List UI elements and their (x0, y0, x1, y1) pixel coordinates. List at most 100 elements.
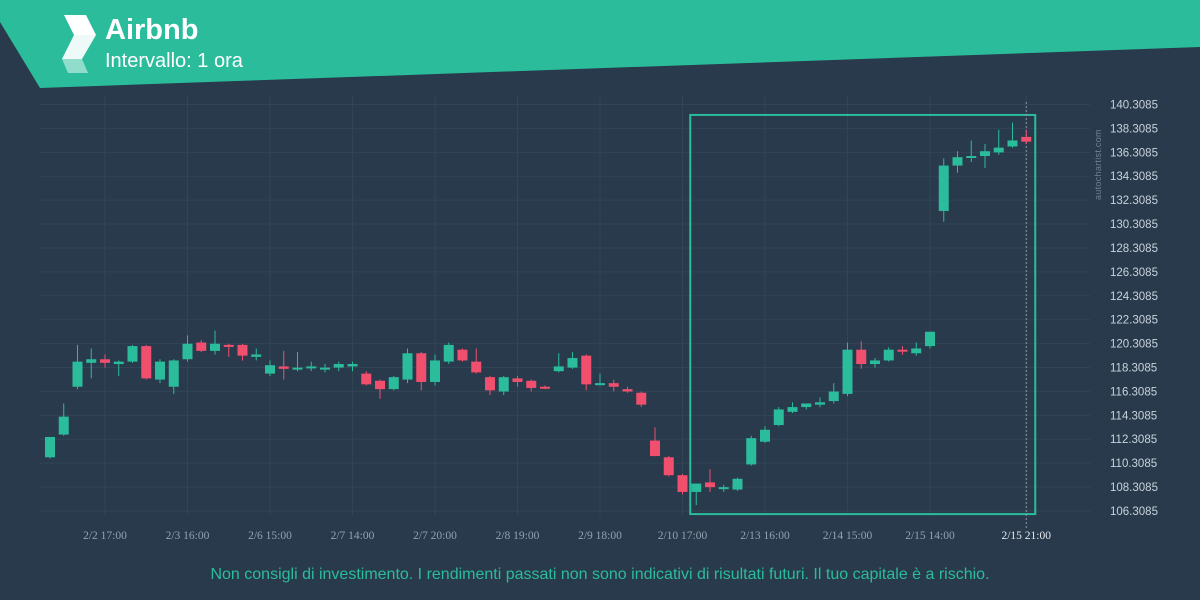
candle-body (608, 383, 619, 387)
chart-grid (40, 95, 1090, 515)
candle-body (237, 344, 248, 356)
candle-body (347, 364, 358, 367)
y-tick-label: 106.3085 (1110, 506, 1158, 518)
candle-body (471, 361, 482, 373)
candle-body (705, 482, 715, 488)
candle-body (416, 353, 427, 382)
candle-body (1021, 136, 1032, 142)
x-axis: 2/2 17:00 2/3 16:00 2/6 15:00 2/7 14:00 2/7 … (83, 530, 1051, 542)
y-tick-label: 138.3085 (1110, 123, 1158, 135)
candle-body (842, 349, 853, 394)
candle-body (650, 440, 660, 457)
candle-body (980, 151, 990, 157)
y-tick-label: 124.3085 (1110, 291, 1158, 303)
x-tick-label: 2/8 19:00 (496, 530, 540, 542)
pattern-highlight-box (689, 113, 1037, 516)
candle-body (100, 359, 110, 363)
candle-body (691, 483, 702, 492)
candle-body (457, 349, 468, 361)
candle-body (718, 487, 729, 490)
candle-body (361, 373, 372, 385)
header-banner (0, 0, 1200, 88)
y-tick-label: 134.3085 (1110, 171, 1158, 183)
candle-body (828, 391, 839, 402)
candle-body (498, 377, 509, 392)
candle-body (567, 358, 578, 368)
candle-body (86, 359, 97, 363)
x-tick-label: 2/6 15:00 (248, 530, 292, 542)
highlight-layer (689, 102, 1037, 528)
candle-body (375, 380, 385, 390)
y-tick-label: 118.3085 (1110, 363, 1157, 375)
candle-body (113, 361, 124, 365)
candle-body (127, 346, 138, 362)
candle-body (938, 165, 949, 212)
y-tick-label: 114.3085 (1110, 410, 1157, 422)
y-tick-label: 132.3085 (1110, 195, 1158, 207)
x-tick-label: 2/15 14:00 (905, 530, 955, 542)
candle-body (265, 365, 275, 374)
candle-body (168, 360, 179, 387)
y-tick-label: 122.3085 (1110, 315, 1158, 327)
candle-body (870, 360, 880, 365)
candle-body (815, 402, 825, 405)
candle-body (443, 344, 454, 362)
candle-body (155, 361, 165, 380)
candle-body (787, 407, 798, 412)
autochartist-logo-icon (62, 15, 96, 73)
x-tick-label: 2/2 17:00 (83, 530, 127, 542)
watermark-text: autochartist.com (1093, 129, 1103, 200)
candle-body (196, 342, 207, 351)
x-tick-label: 2/14 15:00 (823, 530, 873, 542)
y-axis: 140.3085 138.3085 136.3085 134.3085 132.3085… (1110, 100, 1158, 518)
candle-body (58, 416, 69, 435)
candle-body (388, 377, 399, 390)
candle-body (677, 475, 688, 492)
y-tick-label: 128.3085 (1110, 243, 1158, 255)
candle-body (333, 364, 344, 368)
candle-body (278, 366, 289, 369)
y-tick-label: 110.3085 (1110, 458, 1157, 470)
candle-body (636, 392, 647, 405)
candle-body (622, 389, 633, 392)
candle-body (141, 346, 152, 379)
candle-body (966, 156, 977, 159)
candle-body (306, 366, 317, 369)
x-tick-label: 2/9 18:00 (578, 530, 622, 542)
candle-body (897, 349, 908, 352)
y-tick-label: 108.3085 (1110, 482, 1158, 494)
y-tick-label: 116.3085 (1110, 386, 1157, 398)
instrument-title: Airbnb (105, 14, 199, 46)
candle-body (856, 349, 867, 365)
candle-body (182, 343, 193, 360)
candle-body (540, 386, 550, 389)
candle-body (732, 478, 743, 490)
candle-body (595, 383, 605, 386)
candle-body (925, 331, 935, 347)
x-tick-label: 2/10 17:00 (658, 530, 708, 542)
y-tick-label: 112.3085 (1110, 434, 1157, 446)
candle-body (512, 378, 523, 382)
x-tick-label: 2/7 20:00 (413, 530, 457, 542)
candle-body (223, 344, 234, 347)
candle-body (553, 366, 564, 372)
candle-body (581, 355, 592, 385)
risk-disclaimer: Non consigli di investimento. I rendimen… (210, 566, 990, 583)
y-tick-label: 130.3085 (1110, 219, 1158, 231)
candle-body (773, 409, 784, 425)
candle-body (251, 354, 262, 357)
candle-body (45, 436, 55, 458)
candle-body (292, 367, 303, 370)
y-tick-label: 120.3085 (1110, 339, 1158, 351)
interval-label: Intervallo: 1 ora (105, 50, 243, 72)
candle-body (430, 360, 440, 382)
candle-body (663, 457, 674, 476)
x-tick-label: 2/15 21:00 (1001, 530, 1051, 542)
y-tick-label: 140.3085 (1110, 100, 1158, 112)
candle-body (210, 343, 220, 351)
candle-body (993, 147, 1004, 153)
candle-body (526, 380, 537, 388)
banner-shape (0, 0, 1200, 88)
candles-layer (45, 122, 1032, 506)
candle-body (320, 367, 330, 370)
